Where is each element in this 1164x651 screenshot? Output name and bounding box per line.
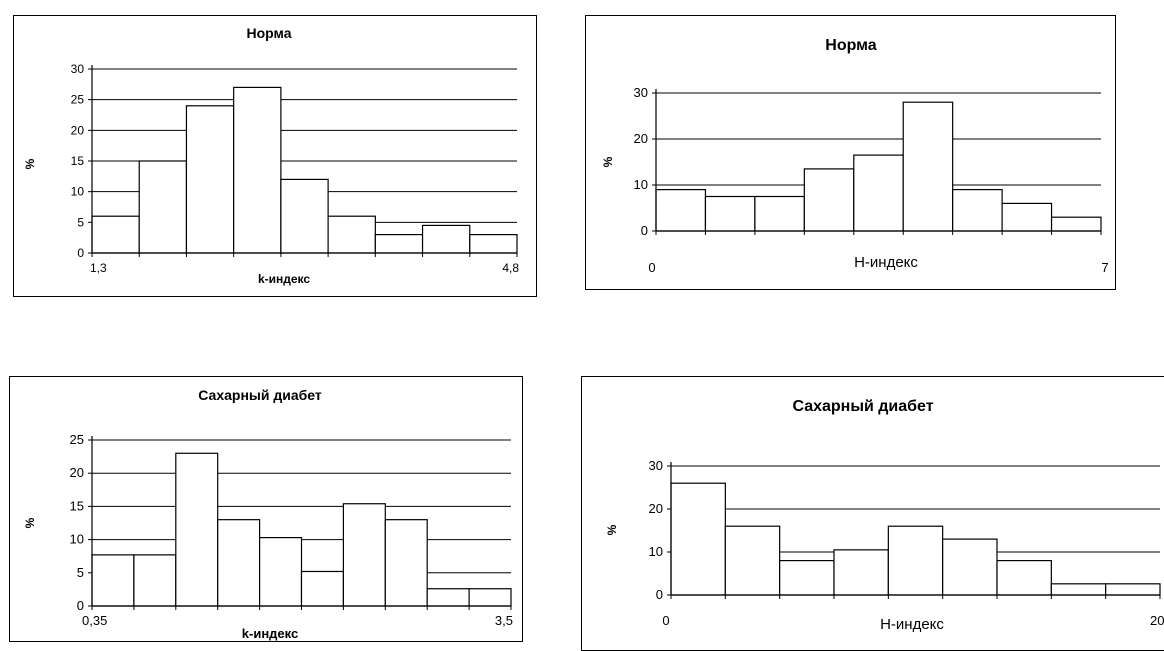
histogram-bar <box>374 234 424 254</box>
x-tick-label: 7 <box>1101 260 1108 275</box>
histogram-bar <box>1105 583 1161 596</box>
x-axis-label: k-индекс <box>258 272 310 286</box>
histogram-bar <box>91 554 135 607</box>
histogram-bar <box>952 189 1003 232</box>
chart-diabetes-k-index: 0 5 10 15 20 25 0,35 3,5 Сахарный диабет k-индекс… <box>23 387 513 641</box>
x-tick-label: 0 <box>662 613 669 628</box>
histogram-bar <box>91 215 140 254</box>
y-tick-label: 0 <box>641 223 648 238</box>
histogram-bar <box>670 482 726 596</box>
y-tick-label: 10 <box>634 177 648 192</box>
x-tick-label: 4,8 <box>502 261 519 275</box>
y-axis-label: % <box>601 156 615 167</box>
histogram-bar <box>175 452 219 607</box>
x-tick-label: 0,35 <box>82 613 107 628</box>
histogram-bar <box>1001 202 1053 232</box>
chart-title: Норма <box>825 37 877 54</box>
y-tick-label: 30 <box>71 62 85 76</box>
chart-panel-diabetes-k-index: 0 5 10 15 20 25 0,35 3,5 Сахарный диабет k-индекс… <box>9 376 523 642</box>
y-tick-label: 10 <box>70 532 84 547</box>
y-tick-label: 10 <box>649 544 663 559</box>
chart-norm-k-index: 0 5 10 15 20 25 30 1,3 4,8 Норма k-индекс% <box>23 25 519 286</box>
y-tick-label: 0 <box>77 598 84 613</box>
chart-diabetes-h-index: 0 10 20 30 0 20 Сахарный диабет Н-индекс% <box>605 398 1164 633</box>
histogram-bar <box>754 195 805 232</box>
histogram-bar <box>1050 216 1102 232</box>
y-axis-label: % <box>23 158 37 169</box>
y-tick-label: 30 <box>649 458 663 473</box>
y-tick-label: 15 <box>70 498 84 513</box>
histogram-bar <box>942 538 998 596</box>
y-tick-label: 10 <box>71 185 85 199</box>
histogram-bar <box>259 537 303 607</box>
chart-title: Сахарный диабет <box>792 398 933 415</box>
histogram-bar <box>185 105 235 254</box>
y-tick-label: 20 <box>634 131 648 146</box>
histogram-bar <box>233 86 282 254</box>
histogram-bar <box>655 189 707 232</box>
x-tick-label: 1,3 <box>90 261 107 275</box>
histogram-bar <box>138 160 188 254</box>
histogram-bar <box>280 178 329 254</box>
histogram-bar <box>342 503 386 607</box>
histogram-bar <box>996 560 1052 596</box>
y-tick-label: 25 <box>71 93 85 107</box>
y-tick-label: 15 <box>71 154 85 168</box>
chart-panel-diabetes-h-index: 0 10 20 30 0 20 Сахарный диабет Н-индекс% <box>581 376 1164 651</box>
chart-norm-h-index: 0 10 20 30 0 7 Норма Н-индекс% <box>601 37 1109 275</box>
histogram-bar <box>469 234 518 254</box>
chart-title: Сахарный диабет <box>198 387 322 403</box>
chart-title: Норма <box>247 25 292 41</box>
y-axis-label: % <box>605 524 619 535</box>
y-tick-label: 0 <box>77 246 84 260</box>
y-axis-label: % <box>23 517 37 528</box>
histogram-bar <box>384 519 428 607</box>
histogram-bar <box>704 195 756 232</box>
histogram-bar <box>327 215 376 254</box>
x-tick-label: 20 <box>1150 613 1164 628</box>
y-tick-label: 30 <box>634 85 648 100</box>
x-axis-label: Н-индекс <box>854 254 918 271</box>
chart-panel-norm-h-index: 0 10 20 30 0 7 Норма Н-индекс% <box>585 15 1116 290</box>
histogram-bar <box>1050 583 1107 596</box>
x-tick-label: 3,5 <box>495 613 513 628</box>
histogram-bar <box>803 168 855 232</box>
histogram-bar <box>300 570 345 607</box>
histogram-bar <box>426 588 470 607</box>
chart-panel-norm-k-index: 0 5 10 15 20 25 30 1,3 4,8 Норма k-индекс% <box>13 15 537 297</box>
histogram-bar <box>724 525 781 596</box>
histogram-bar <box>133 554 177 607</box>
histogram-bar <box>902 101 954 232</box>
x-axis-label: k-индекс <box>242 626 298 641</box>
histogram-bar <box>468 588 512 607</box>
histogram-bar <box>853 154 904 232</box>
histogram-bar <box>887 525 944 596</box>
y-tick-label: 20 <box>70 465 84 480</box>
histogram-bar <box>833 549 889 596</box>
y-tick-label: 5 <box>77 215 84 229</box>
y-tick-label: 5 <box>77 565 84 580</box>
x-tick-label: 0 <box>648 260 655 275</box>
histogram-bar <box>421 224 471 254</box>
y-tick-label: 25 <box>70 432 84 447</box>
y-tick-label: 20 <box>71 123 85 137</box>
histogram-bar <box>217 519 261 607</box>
y-tick-label: 20 <box>649 501 663 516</box>
y-tick-label: 0 <box>656 587 663 602</box>
x-axis-label: Н-индекс <box>880 616 944 633</box>
histogram-bar <box>779 560 835 596</box>
